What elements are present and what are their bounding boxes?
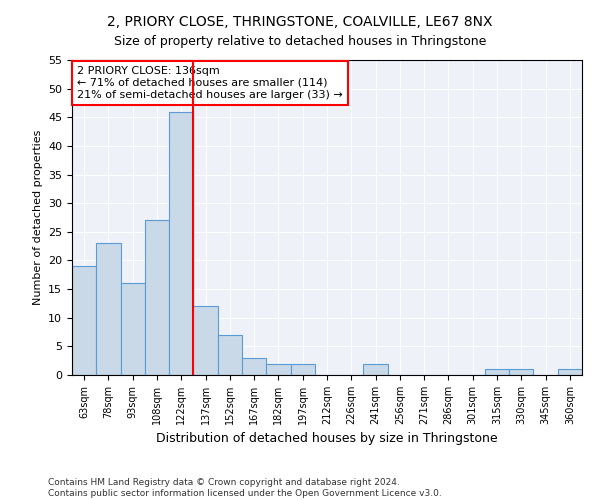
Text: Contains HM Land Registry data © Crown copyright and database right 2024.
Contai: Contains HM Land Registry data © Crown c… — [48, 478, 442, 498]
Bar — [290, 364, 315, 375]
Bar — [485, 370, 509, 375]
Bar — [364, 364, 388, 375]
Bar — [242, 358, 266, 375]
Bar — [145, 220, 169, 375]
Text: 2, PRIORY CLOSE, THRINGSTONE, COALVILLE, LE67 8NX: 2, PRIORY CLOSE, THRINGSTONE, COALVILLE,… — [107, 15, 493, 29]
X-axis label: Distribution of detached houses by size in Thringstone: Distribution of detached houses by size … — [156, 432, 498, 446]
Bar — [558, 370, 582, 375]
Bar — [169, 112, 193, 375]
Bar — [72, 266, 96, 375]
Bar — [509, 370, 533, 375]
Text: Size of property relative to detached houses in Thringstone: Size of property relative to detached ho… — [114, 35, 486, 48]
Bar — [96, 244, 121, 375]
Text: 2 PRIORY CLOSE: 136sqm
← 71% of detached houses are smaller (114)
21% of semi-de: 2 PRIORY CLOSE: 136sqm ← 71% of detached… — [77, 66, 343, 100]
Bar — [121, 284, 145, 375]
Bar — [218, 335, 242, 375]
Y-axis label: Number of detached properties: Number of detached properties — [32, 130, 43, 305]
Bar — [266, 364, 290, 375]
Bar — [193, 306, 218, 375]
